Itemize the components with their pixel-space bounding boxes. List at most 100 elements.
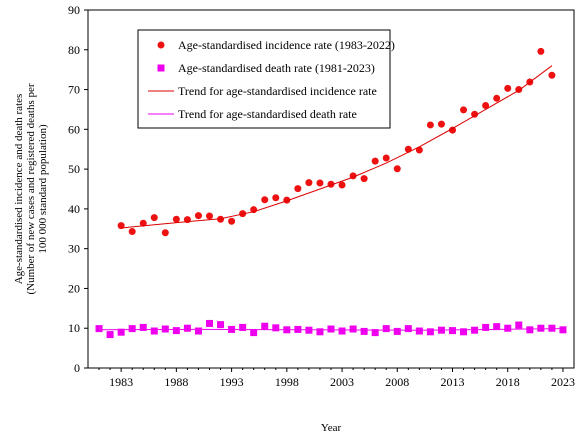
death-rate-point xyxy=(371,329,379,337)
death-rate-point xyxy=(482,323,490,331)
incidence-point xyxy=(415,146,423,154)
death-rate-point xyxy=(338,327,346,335)
death-rate-point xyxy=(537,324,545,332)
death-rate-point xyxy=(515,321,523,329)
incidence-point xyxy=(449,126,456,134)
incidence-point xyxy=(261,196,269,204)
death-rate-point xyxy=(504,324,512,332)
ticks: 0 10 20 30 40 50 60 70 80 90 1983 1988 1993 1998 2003 2… xyxy=(68,3,575,389)
death-rate-point xyxy=(349,325,357,333)
y-tick-label: 70 xyxy=(68,83,80,97)
death-rate-point xyxy=(183,324,191,332)
incidence-point xyxy=(371,157,379,165)
legend-square-swatch xyxy=(157,64,165,72)
death-rate-point xyxy=(217,321,225,329)
incidence-point xyxy=(504,84,512,92)
legend-item: Trend for age-standardised death rate xyxy=(148,107,357,121)
incidence-point xyxy=(228,217,236,225)
legend-label: Age-standardised death rate (1981-2023) xyxy=(178,61,375,75)
x-tick-label: 2018 xyxy=(496,375,520,389)
death-rate-point xyxy=(161,325,169,333)
legend-label: Trend for age-standardised death rate xyxy=(178,107,357,121)
x-tick-label: 2008 xyxy=(385,375,409,389)
legend-circle-swatch xyxy=(157,41,165,49)
death-rate-point xyxy=(460,328,468,336)
incidence-point xyxy=(338,181,346,189)
death-rate-point xyxy=(117,328,125,336)
incidence-point xyxy=(382,154,390,162)
death-rate-point xyxy=(360,327,368,335)
y-tick-label: 10 xyxy=(68,321,80,335)
incidence-point xyxy=(206,212,213,220)
death-rate-point xyxy=(548,324,556,332)
x-tick-label: 2023 xyxy=(551,375,575,389)
incidence-point xyxy=(294,185,302,193)
death-rate-point xyxy=(150,327,158,335)
y-tick-label: 50 xyxy=(68,162,80,176)
incidence-point xyxy=(172,215,180,223)
y-tick-label: 80 xyxy=(68,43,80,57)
y-tick-label: 30 xyxy=(68,242,80,256)
incidence-point xyxy=(404,145,412,153)
y-tick-label: 40 xyxy=(68,202,80,216)
death-rate-point xyxy=(95,325,103,333)
legend-label: Trend for age-standardised incidence rat… xyxy=(178,84,377,98)
death-rate-point xyxy=(139,323,147,331)
legend-box xyxy=(137,29,391,129)
y-tick-label: 0 xyxy=(74,361,80,375)
death-rate-point xyxy=(194,327,202,335)
death-rate-point xyxy=(415,327,423,335)
incidence-point xyxy=(437,120,445,128)
death-rate-point xyxy=(327,325,335,333)
incidence-point xyxy=(482,101,490,109)
series-1 xyxy=(95,319,567,339)
x-tick-label: 2003 xyxy=(330,375,354,389)
y-axis-title-line: 100 000 standard population) xyxy=(37,124,49,254)
incidence-point xyxy=(305,179,313,187)
y-axis-title-line: Age-standardised incidence and death rat… xyxy=(13,94,25,285)
death-rate-point xyxy=(526,326,534,334)
legend-item: Trend for age-standardised incidence rat… xyxy=(148,84,377,98)
x-tick-label: 1993 xyxy=(220,375,244,389)
incidence-point xyxy=(128,228,136,236)
death-rate-point xyxy=(239,323,247,331)
series-2 xyxy=(121,65,553,229)
death-rate-point xyxy=(493,323,501,331)
trend-line xyxy=(98,328,564,331)
legend-item: Age-standardised death rate (1981-2023) xyxy=(157,61,375,75)
death-rate-point xyxy=(272,324,280,332)
legend: Age-standardised incidence rate (1983-20… xyxy=(137,29,395,129)
y-tick-label: 60 xyxy=(68,122,80,136)
incidence-point xyxy=(548,71,556,79)
incidence-point xyxy=(537,47,545,55)
incidence-point xyxy=(471,110,479,118)
death-rate-point xyxy=(559,326,567,334)
death-rate-point xyxy=(426,328,434,336)
death-rate-point xyxy=(404,325,412,333)
death-rate-point xyxy=(393,327,401,335)
death-rate-point xyxy=(382,325,390,333)
incidence-point xyxy=(194,212,202,220)
incidence-point xyxy=(139,219,147,227)
death-rate-point xyxy=(106,331,114,339)
death-rate-point xyxy=(471,326,479,334)
y-tick-label: 20 xyxy=(68,281,80,295)
incidence-point xyxy=(360,175,368,183)
death-rate-point xyxy=(316,328,324,336)
legend-item: Age-standardised incidence rate (1983-20… xyxy=(157,38,395,52)
x-tick-label: 1983 xyxy=(109,375,133,389)
x-tick-label: 1988 xyxy=(164,375,188,389)
incidence-point xyxy=(272,194,280,202)
x-tick-label: 2013 xyxy=(441,375,465,389)
incidence-point xyxy=(426,121,434,129)
trend-line xyxy=(121,65,553,229)
incidence-point xyxy=(460,106,468,114)
incidence-point xyxy=(161,229,169,237)
death-rate-point xyxy=(261,322,269,330)
series-layer xyxy=(95,47,567,339)
death-rate-point xyxy=(449,327,456,335)
incidence-point xyxy=(316,179,324,187)
death-rate-point xyxy=(172,327,180,335)
